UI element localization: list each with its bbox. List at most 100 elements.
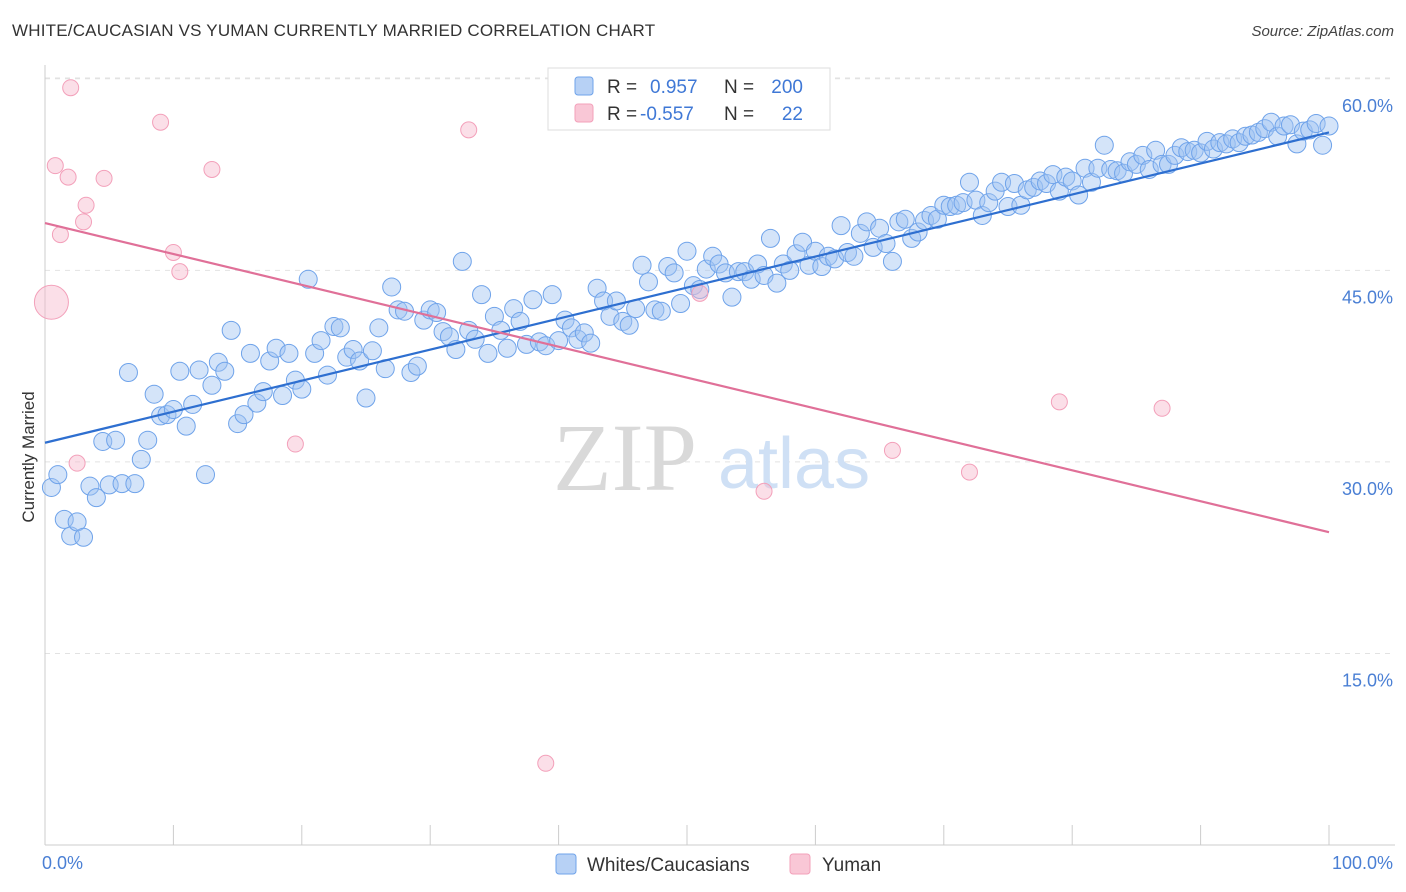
chart-title: WHITE/CAUCASIAN VS YUMAN CURRENTLY MARRI… (12, 21, 656, 40)
point-whites (959, 172, 979, 192)
point-whites (767, 273, 787, 293)
legend-bottom-swatch-yuman (789, 853, 811, 875)
point-whites (940, 197, 960, 216)
point-whites (343, 340, 363, 360)
point-yuman (460, 121, 478, 139)
legend-bottom-swatch-whites (555, 853, 577, 875)
point-whites (1191, 143, 1211, 163)
point-whites (831, 216, 851, 236)
point-yuman (62, 79, 80, 97)
y-tick-label: 60.0% (1342, 96, 1393, 116)
point-whites (638, 272, 658, 292)
point-whites (722, 287, 742, 307)
point-whites (1261, 112, 1281, 132)
y-axis-label: Currently Married (19, 391, 38, 522)
source-label: Source: ZipAtlas.com (1251, 23, 1394, 40)
point-yuman (1153, 399, 1171, 417)
y-tick-label: 15.0% (1342, 670, 1393, 690)
point-whites (240, 343, 260, 363)
point-whites (433, 322, 453, 342)
point-whites (74, 527, 94, 547)
legend-bottom-label-yuman: Yuman (822, 855, 881, 876)
point-whites (561, 318, 581, 338)
point-whites (619, 315, 639, 335)
point-whites (703, 246, 723, 266)
point-whites (80, 476, 100, 496)
watermark-atlas: atlas (718, 424, 870, 504)
point-whites (504, 299, 524, 319)
point-whites (260, 351, 280, 371)
point-whites (144, 384, 164, 404)
point-whites (48, 465, 68, 485)
point-whites (1146, 140, 1166, 160)
point-whites (497, 338, 517, 358)
legend-n-value-whites: 200 (771, 77, 803, 98)
point-whites (882, 251, 902, 271)
point-whites (1313, 135, 1333, 155)
point-whites (221, 320, 241, 340)
legend-swatch-whites (574, 76, 594, 96)
legend-n-label-whites: N = (724, 77, 754, 98)
series-legend: Whites/Caucasians Yuman (555, 853, 881, 876)
point-whites (587, 278, 607, 298)
point-whites (1236, 126, 1256, 146)
point-whites (542, 285, 562, 305)
point-yuman (95, 169, 113, 187)
point-whites (305, 343, 325, 363)
point-whites (356, 388, 376, 408)
point-whites (273, 385, 293, 405)
legend-swatch-yuman (574, 103, 594, 123)
point-whites (330, 318, 350, 338)
point-whites (170, 361, 190, 381)
trend-line-whites (44, 131, 1330, 444)
legend-r-label-whites: R = (607, 77, 637, 98)
point-whites (407, 356, 427, 376)
trend-lines (44, 131, 1330, 534)
point-yuman (960, 463, 978, 481)
point-whites (1274, 116, 1294, 136)
point-yuman (755, 482, 773, 500)
point-whites (215, 361, 235, 381)
point-whites (850, 223, 870, 243)
point-whites (176, 416, 196, 436)
legend-n-label-yuman: N = (724, 104, 754, 125)
point-whites (382, 277, 402, 297)
y-tick-labels: 15.0% 30.0% 45.0% 60.0% (1342, 96, 1393, 691)
point-yuman (171, 263, 189, 281)
watermark: ZIP atlas (553, 404, 870, 511)
axes (44, 65, 1395, 846)
point-whites (279, 343, 299, 363)
point-whites (645, 300, 665, 320)
x-tick-labels: 0.0% 100.0% (42, 853, 1393, 873)
series-whites-points (41, 112, 1339, 547)
point-whites (138, 430, 158, 450)
point-whites (844, 246, 864, 266)
point-whites (369, 318, 389, 338)
point-whites (780, 260, 800, 280)
point-yuman (537, 754, 555, 772)
point-yuman (77, 196, 95, 214)
point-whites (1081, 172, 1101, 192)
point-whites (671, 294, 691, 314)
point-whites (895, 209, 915, 229)
point-whites (664, 263, 684, 283)
point-whites (41, 477, 61, 497)
x-tick-label-max: 100.0% (1332, 853, 1393, 873)
legend-bottom-label-whites: Whites/Caucasians (587, 855, 750, 876)
point-yuman (75, 213, 93, 231)
point-whites (581, 333, 601, 353)
point-whites (131, 449, 151, 469)
point-whites (696, 259, 716, 279)
point-whites (196, 465, 215, 485)
point-whites (1133, 145, 1153, 165)
point-whites (1319, 116, 1339, 136)
x-tick-label-min: 0.0% (42, 853, 83, 873)
point-yuman (1050, 393, 1068, 411)
point-whites (118, 363, 138, 383)
point-whites (1094, 135, 1114, 155)
point-whites (651, 301, 671, 321)
point-whites (1210, 133, 1230, 153)
point-yuman (46, 157, 64, 175)
y-tick-label: 45.0% (1342, 287, 1393, 307)
